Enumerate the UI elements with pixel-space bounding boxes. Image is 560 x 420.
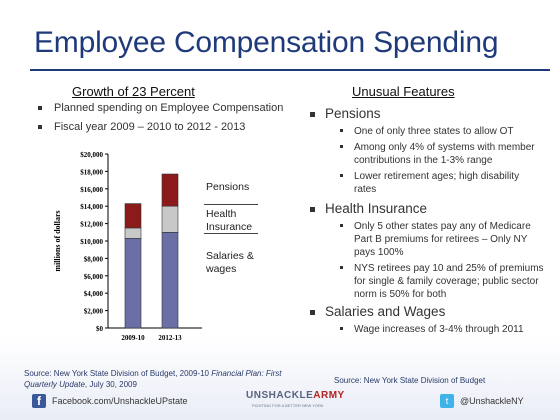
bar-segment-0-1 [124,227,142,239]
unshackle-army-logo: UNSHACKLEARMY [246,390,345,401]
y-tick-label: $16,000 [80,186,103,194]
logo-tagline: FIGHTING FOR A BETTER NEW YORK [252,403,324,408]
bar-segment-1-0 [161,232,179,329]
bar-segment-1-1 [161,205,179,233]
pensions-item-1-text: One of only three states to allow OT [354,126,514,137]
source-left-prefix: Source: New York State Division of Budge… [24,369,212,378]
y-tick-label: $20,000 [80,151,103,159]
left-bullet-1-text: Planned spending on Employee Compensatio… [54,102,284,114]
bar-segment-1-2 [161,173,179,207]
legend-health: Health Insurance [206,208,253,233]
source-left-italic: Financial Plan: First Quarterly Update [24,369,282,389]
left-bullet-2-text: Fiscal year 2009 – 2010 to 2012 - 2013 [54,121,246,133]
x-tick-label: 2009-10 [121,334,145,342]
facebook-icon[interactable]: f [32,394,46,408]
section-salaries: Salaries and Wages [310,304,445,319]
y-tick-label: $8,000 [84,255,104,263]
y-tick-label: $12,000 [80,221,103,229]
bar-segment-0-2 [124,203,142,229]
y-tick-label: $4,000 [84,290,104,298]
y-tick-label: $2,000 [84,308,104,316]
y-tick-label: $10,000 [80,238,103,246]
twitter-link[interactable]: @UnshackleNY [460,396,524,406]
section-health: Health Insurance [310,201,427,216]
health-item-2: NYS retirees pay 10 and 25% of premiums … [340,262,550,301]
source-left-suffix: , July 30, 2009 [84,380,137,389]
legend-salaries: Salaries & wages [206,250,254,275]
logo-text-b: ARMY [313,390,345,401]
legend-pensions: Pensions [206,181,250,193]
y-tick-label: $14,000 [80,203,103,211]
left-bullet-1: Planned spending on Employee Compensatio… [38,102,283,114]
pensions-item-3-text: Lower retirement ages; high disability r… [354,171,520,195]
salaries-item-1: Wage increases of 3-4% through 2011 [340,323,550,336]
title-divider [30,69,550,71]
bar-segment-0-0 [124,238,142,329]
left-heading: Growth of 23 Percent [72,84,195,99]
y-axis-label: millions of dollars [53,210,62,271]
twitter-icon[interactable]: t [440,394,454,408]
section-salaries-label: Salaries and Wages [325,304,446,319]
pensions-item-2-text: Among only 4% of systems with member con… [354,142,535,166]
slide-title: Employee Compensation Spending [34,26,499,59]
pensions-item-2: Among only 4% of systems with member con… [340,141,550,167]
stacked-bar-chart: $0 $2,000 $4,000 $6,000 $8,000 $10,000 $12,000… [53,151,202,342]
health-item-1: Only 5 other states pay any of Medicare … [340,220,544,259]
x-tick-label: 2012-13 [158,334,182,342]
source-right: Source: New York State Division of Budge… [334,376,486,385]
legend-divider-top [204,204,258,205]
y-tick-label: $18,000 [80,168,103,176]
health-item-1-text: Only 5 other states pay any of Medicare … [354,221,531,258]
source-left: Source: New York State Division of Budge… [24,368,314,390]
legend-divider-bottom [204,233,258,234]
salaries-item-1-text: Wage increases of 3-4% through 2011 [354,324,524,335]
section-pensions-label: Pensions [325,106,381,121]
section-health-label: Health Insurance [325,201,428,216]
y-tick-label: $6,000 [84,273,104,281]
logo-text-a: UNSHACKLE [246,390,314,401]
pensions-item-3: Lower retirement ages; high disability r… [340,170,534,196]
right-heading: Unusual Features [352,84,455,99]
health-item-2-text: NYS retirees pay 10 and 25% of premiums … [354,263,544,300]
section-pensions: Pensions [310,106,381,121]
facebook-link[interactable]: Facebook.com/UnshackleUPstate [52,396,188,406]
y-tick-label: $0 [96,325,104,333]
pensions-item-1: One of only three states to allow OT [340,125,554,138]
left-bullet-2: Fiscal year 2009 – 2010 to 2012 - 2013 [38,121,245,133]
